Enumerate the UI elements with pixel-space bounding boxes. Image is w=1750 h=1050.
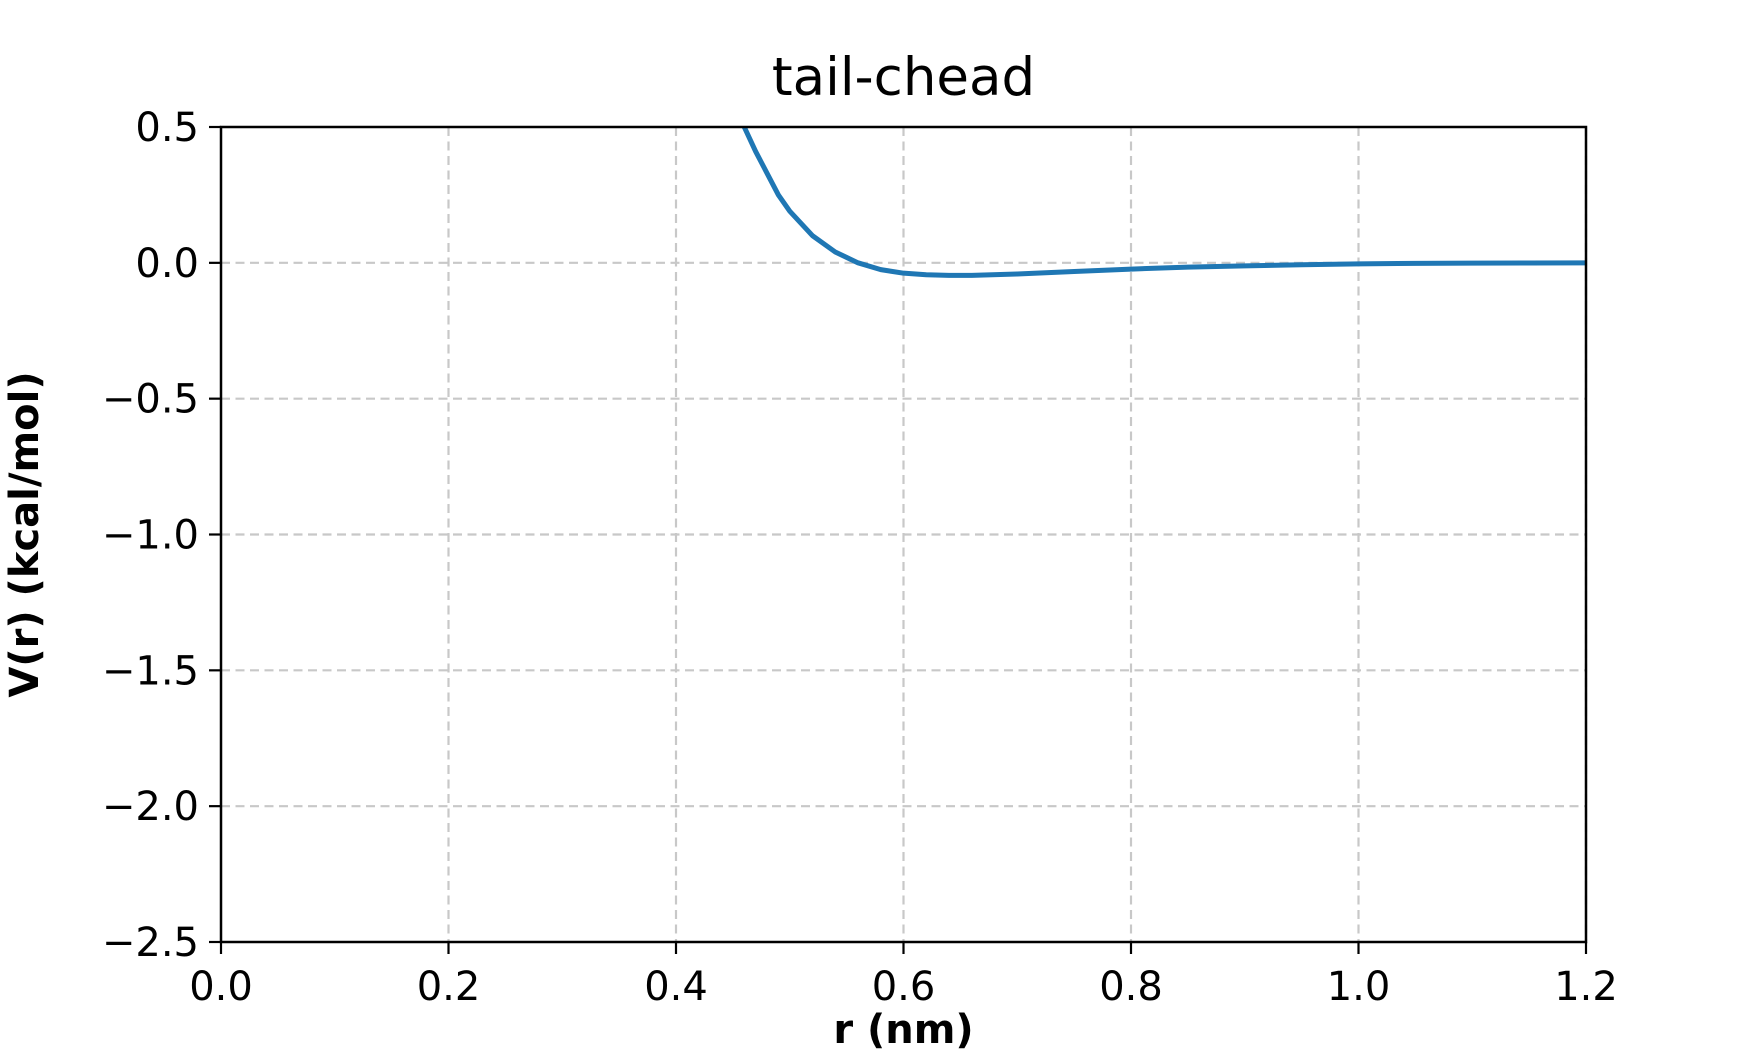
series-line [741, 127, 1586, 278]
y-tick-label: −1.5 [102, 648, 199, 694]
y-tick-label: −2.0 [102, 784, 199, 830]
y-axis-title: V(r) (kcal/mol) [2, 371, 48, 697]
x-tick-label: 0.2 [417, 964, 481, 1010]
x-tick-label: 0.0 [189, 964, 253, 1010]
ticks: 0.0 0.2 0.4 0.6 0.8 1.0 1.2 0.5 0.0 −0.5 −1.0 −1.5 −… [102, 105, 1618, 1010]
x-tick-label: 0.6 [872, 964, 936, 1010]
y-tick-label: 0.0 [135, 241, 199, 287]
chart-title: tail-chead [772, 47, 1035, 108]
y-tick-label: −0.5 [102, 377, 199, 423]
y-tick-label: −1.0 [102, 513, 199, 559]
x-tick-label: 0.8 [1099, 964, 1163, 1010]
x-tick-label: 0.4 [644, 964, 708, 1010]
y-tick-label: 0.5 [135, 105, 199, 151]
y-tick-label: −2.5 [102, 920, 199, 966]
x-axis-title: r (nm) [833, 1007, 973, 1050]
x-tick-label: 1.2 [1554, 964, 1618, 1010]
series-layer [741, 127, 1586, 278]
x-tick-label: 1.0 [1327, 964, 1391, 1010]
